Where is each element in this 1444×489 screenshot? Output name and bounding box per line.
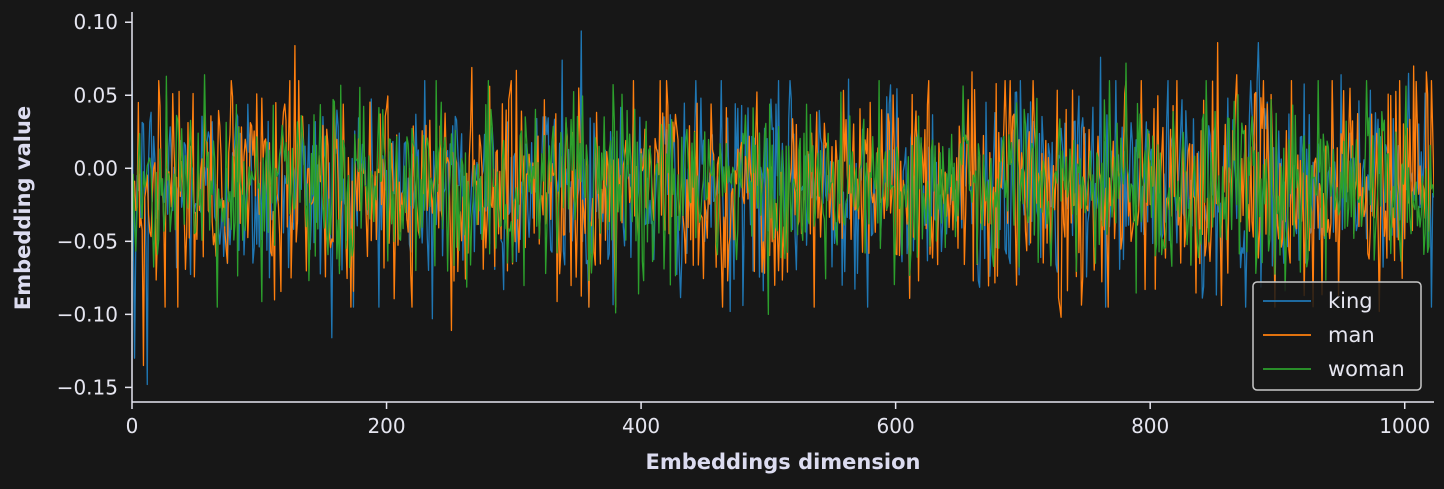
y-tick-label: −0.05	[57, 229, 118, 253]
x-tick-label: 600	[877, 414, 915, 438]
x-tick-label: 400	[622, 414, 660, 438]
x-tick-label: 1000	[1379, 414, 1430, 438]
y-tick-label: 0.10	[73, 10, 118, 34]
x-tick-label: 0	[126, 414, 139, 438]
plot-area	[132, 30, 1434, 386]
y-axis-title: Embedding value	[11, 106, 35, 310]
legend-label-woman: woman	[1328, 357, 1405, 381]
y-tick-label: −0.15	[57, 375, 118, 399]
y-tick-label: 0.00	[73, 156, 118, 180]
y-tick-label: 0.05	[73, 83, 118, 107]
y-tick-label: −0.10	[57, 302, 118, 326]
series-line-woman	[132, 62, 1434, 316]
legend-label-man: man	[1328, 323, 1375, 347]
legend-box	[1252, 281, 1422, 391]
legend-label-king: king	[1328, 289, 1373, 313]
axes: 0 200 400 600 800 1000 0.10 0.05 0.00 −0.05 −0.10 −…	[57, 10, 1434, 438]
x-tick-label: 800	[1131, 414, 1169, 438]
legend: king man woman	[1252, 281, 1422, 391]
x-axis-title: Embeddings dimension	[646, 450, 921, 474]
x-tick-label: 200	[367, 414, 405, 438]
